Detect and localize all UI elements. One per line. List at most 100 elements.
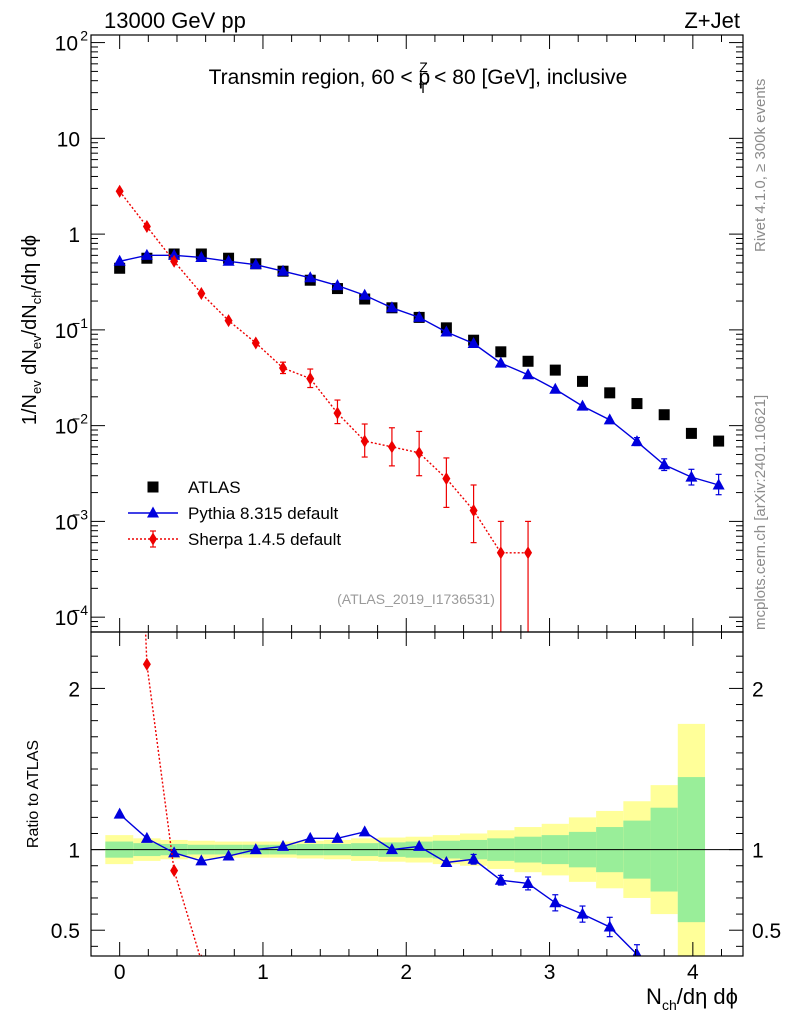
pythia-ratio-marker bbox=[632, 947, 642, 956]
pythia-ratio-marker bbox=[385, 843, 398, 855]
pythia-ratio-marker bbox=[576, 907, 589, 919]
y-tick-exponent: −1 bbox=[72, 315, 88, 331]
pythia-marker bbox=[358, 288, 371, 300]
pythia-ratio-marker bbox=[195, 854, 208, 866]
legend-label: ATLAS bbox=[188, 478, 241, 497]
y-tick-exponent: −3 bbox=[72, 506, 88, 522]
sherpa-marker bbox=[306, 372, 315, 386]
ratio-y-tick-label-right: 1 bbox=[752, 840, 764, 863]
pythia-ratio-line bbox=[119, 813, 638, 955]
pythia-marker bbox=[168, 248, 181, 260]
legend-label: Sherpa 1.4.5 default bbox=[188, 530, 341, 549]
pythia-ratio-marker bbox=[304, 831, 317, 843]
atlas-marker bbox=[522, 355, 534, 367]
pythia-marker bbox=[712, 478, 725, 490]
pythia-marker bbox=[467, 337, 480, 349]
pythia-ratio-marker bbox=[549, 896, 562, 908]
pythia-marker bbox=[522, 368, 535, 380]
pythia-marker bbox=[630, 435, 643, 447]
rivet-label: Rivet 4.1.0, ≥ 300k events bbox=[752, 79, 769, 252]
legend-atlas-marker bbox=[147, 481, 159, 493]
pythia-marker bbox=[113, 254, 126, 266]
pythia-marker bbox=[222, 254, 235, 266]
pythia-marker bbox=[603, 413, 616, 425]
mcplots-label: mcplots.cern.ch [arXiv:2401.10621] bbox=[752, 395, 769, 630]
x-tick-label: 3 bbox=[544, 961, 556, 984]
y-tick-label: 1 bbox=[68, 224, 80, 247]
y-tick-label: 10 bbox=[57, 128, 80, 151]
pythia-ratio-marker bbox=[358, 825, 371, 837]
sherpa-marker bbox=[251, 336, 260, 350]
y-tick-label: 10−2 bbox=[55, 411, 89, 439]
ratio-y-axis-label: Ratio to ATLAS bbox=[25, 740, 42, 848]
top-panel: 10−4 10−3 10−2 10−1 1 10 10 2 bbox=[55, 28, 744, 633]
x-axis-label: Nch/dη dϕ bbox=[646, 984, 738, 1013]
panel-title: Transmin region, 60 < pZ T < 80 [GeV], in… bbox=[209, 59, 628, 96]
pythia-ratio-marker bbox=[331, 831, 344, 843]
sherpa-line bbox=[119, 190, 529, 554]
bottom-frame bbox=[90, 631, 744, 957]
pythia-ratio-marker bbox=[140, 831, 153, 843]
sherpa-marker bbox=[524, 546, 533, 560]
y-tick-label: 10 2 bbox=[55, 28, 89, 56]
sherpa-marker bbox=[360, 434, 369, 448]
sherpa-ratio-marker bbox=[142, 657, 151, 671]
sherpa-marker bbox=[279, 361, 288, 375]
pythia-marker bbox=[494, 356, 507, 368]
atlas-marker bbox=[114, 262, 126, 274]
pythia-marker bbox=[331, 279, 344, 291]
y-tick-exponent: −2 bbox=[72, 411, 88, 427]
sherpa-marker bbox=[387, 440, 396, 454]
pythia-marker bbox=[658, 458, 671, 470]
y-tick-label: 10−4 bbox=[55, 602, 89, 630]
sherpa-marker bbox=[496, 546, 505, 560]
process-label: Z+Jet bbox=[684, 8, 740, 33]
sherpa-marker bbox=[333, 406, 342, 420]
sherpa-ratio-line bbox=[144, 632, 201, 956]
pythia-ratio-marker bbox=[603, 920, 616, 932]
pythia-ratio-marker bbox=[249, 843, 262, 855]
y-tick-label: 10−1 bbox=[55, 315, 89, 343]
sherpa-marker bbox=[415, 446, 424, 460]
pythia-ratio-marker bbox=[467, 852, 480, 864]
x-tick-label: 4 bbox=[687, 961, 699, 984]
ratio-y-tick-label: 0.5 bbox=[51, 920, 80, 943]
ratio-y-tick-label: 2 bbox=[68, 678, 80, 701]
pythia-marker bbox=[685, 470, 698, 482]
pythia-ratio-marker bbox=[113, 807, 126, 819]
legend-pythia-marker bbox=[147, 506, 159, 518]
atlas-marker bbox=[577, 375, 589, 387]
pythia-marker bbox=[549, 382, 562, 394]
pythia-marker bbox=[413, 310, 426, 322]
atlas-marker bbox=[713, 435, 725, 447]
sherpa-ratio-marker bbox=[170, 864, 179, 878]
sherpa-marker bbox=[142, 220, 151, 234]
x-tick-label: 0 bbox=[114, 961, 126, 984]
atlas-marker bbox=[631, 398, 643, 410]
atlas-marker bbox=[685, 427, 697, 439]
atlas-marker bbox=[495, 346, 507, 358]
atlas-marker bbox=[549, 364, 561, 376]
energy-label: 13000 GeV pp bbox=[104, 8, 246, 33]
pythia-ratio-marker bbox=[440, 856, 453, 868]
legend-sherpa-marker bbox=[149, 532, 157, 546]
watermark: (ATLAS_2019_I1736531) bbox=[337, 591, 495, 607]
pythia-marker bbox=[140, 248, 153, 260]
sherpa-marker bbox=[224, 314, 233, 328]
title-superscript: Z bbox=[419, 59, 428, 75]
pythia-marker bbox=[304, 271, 317, 283]
pythia-ratio-marker bbox=[168, 846, 181, 858]
pythia-marker bbox=[440, 325, 453, 337]
pythia-marker bbox=[576, 399, 589, 411]
ratio-series-layer bbox=[113, 632, 642, 956]
pythia-marker bbox=[277, 264, 290, 276]
x-tick-label: 1 bbox=[257, 961, 269, 984]
y-tick-exponent: −4 bbox=[72, 602, 88, 618]
pythia-marker bbox=[249, 258, 262, 270]
bottom-panel: 0.5 0.5 1 1 2 2 0 1 2 3 4 bbox=[51, 631, 781, 984]
sherpa-marker bbox=[442, 472, 451, 486]
legend: ATLAS Pythia 8.315 default Sherpa 1.4.5 de… bbox=[128, 478, 341, 549]
pythia-ratio-marker bbox=[413, 839, 426, 851]
ratio-y-tick-label: 1 bbox=[68, 840, 80, 863]
